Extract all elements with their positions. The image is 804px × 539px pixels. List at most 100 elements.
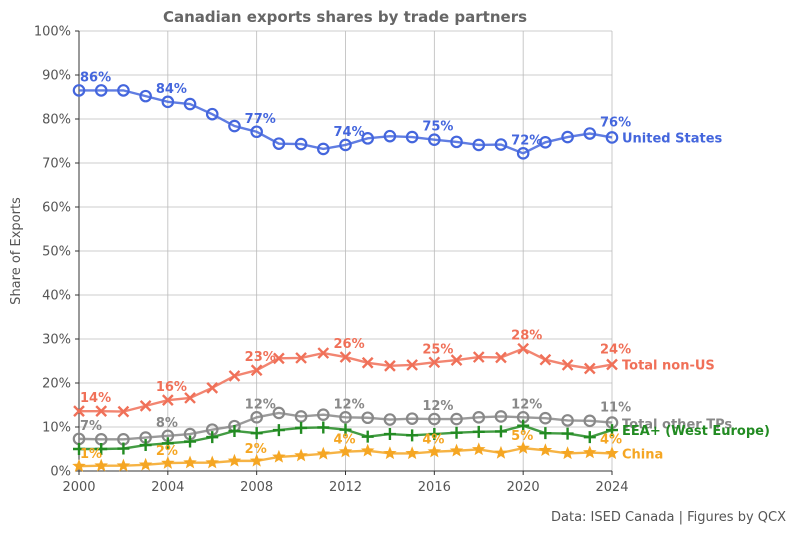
data-point bbox=[138, 457, 153, 471]
y-tick-label: 40% bbox=[42, 289, 71, 304]
data-point bbox=[250, 411, 263, 424]
data-point bbox=[294, 448, 308, 462]
data-label: 84% bbox=[156, 82, 187, 97]
data-point bbox=[184, 392, 196, 404]
data-point bbox=[339, 411, 352, 424]
data-point bbox=[316, 408, 330, 421]
data-point bbox=[205, 107, 219, 121]
data-point bbox=[428, 133, 441, 146]
data-label: 75% bbox=[422, 120, 453, 135]
data-point bbox=[317, 421, 330, 434]
data-point bbox=[450, 135, 463, 149]
data-point bbox=[161, 437, 174, 450]
data-point bbox=[206, 431, 219, 444]
data-point bbox=[383, 428, 396, 441]
data-point bbox=[272, 137, 286, 150]
series-united-states bbox=[72, 84, 619, 160]
data-point bbox=[94, 84, 108, 97]
data-point bbox=[339, 138, 352, 152]
data-point bbox=[316, 142, 330, 156]
data-point bbox=[450, 354, 463, 366]
data-point bbox=[561, 130, 574, 144]
data-label: 12% bbox=[511, 397, 542, 412]
data-point bbox=[406, 359, 418, 371]
data-point bbox=[228, 370, 241, 382]
data-point bbox=[472, 411, 486, 424]
data-point bbox=[161, 394, 174, 407]
data-point bbox=[561, 359, 574, 371]
series-end-label: China bbox=[622, 447, 663, 462]
data-label: 2% bbox=[156, 444, 178, 459]
data-point bbox=[95, 443, 108, 455]
data-point bbox=[583, 127, 597, 140]
data-point bbox=[317, 347, 330, 359]
y-tick-label: 60% bbox=[42, 201, 71, 216]
data-point bbox=[428, 428, 441, 441]
data-point bbox=[94, 458, 108, 472]
data-point bbox=[183, 97, 197, 111]
data-point bbox=[116, 458, 131, 472]
data-point bbox=[295, 352, 307, 364]
data-point bbox=[183, 455, 197, 469]
data-point bbox=[538, 443, 553, 457]
data-point bbox=[228, 424, 241, 437]
data-point bbox=[472, 351, 485, 363]
data-point bbox=[516, 147, 530, 160]
data-point bbox=[561, 414, 574, 427]
data-point bbox=[361, 411, 375, 425]
data-point bbox=[338, 444, 353, 458]
x-tick-label: 2024 bbox=[595, 480, 628, 495]
data-label: 1% bbox=[80, 447, 102, 462]
data-point bbox=[361, 430, 374, 443]
data-point bbox=[117, 84, 130, 97]
data-point bbox=[95, 405, 108, 418]
data-point bbox=[494, 445, 508, 459]
data-point bbox=[494, 410, 508, 423]
data-point bbox=[161, 455, 175, 469]
data-point bbox=[73, 443, 85, 455]
data-point bbox=[227, 453, 242, 467]
data-point bbox=[517, 419, 530, 432]
data-labels: 86% 84% 77% 74% 75% 72% 76%United States 14% 16%… bbox=[80, 70, 770, 462]
data-point bbox=[273, 352, 285, 365]
data-point bbox=[117, 405, 130, 418]
data-label: 5% bbox=[511, 429, 533, 444]
data-point bbox=[294, 410, 308, 423]
data-point bbox=[583, 445, 597, 459]
data-point bbox=[383, 413, 397, 426]
data-point bbox=[539, 411, 552, 425]
data-label: 8% bbox=[156, 416, 178, 431]
x-tick-label: 2004 bbox=[151, 480, 184, 495]
data-label: 74% bbox=[334, 125, 365, 140]
data-point bbox=[428, 412, 441, 426]
data-point bbox=[316, 446, 331, 460]
data-point bbox=[250, 364, 263, 377]
data-label: 4% bbox=[334, 433, 356, 448]
data-point bbox=[117, 442, 130, 455]
data-point bbox=[450, 426, 463, 439]
data-label: 12% bbox=[422, 399, 453, 414]
x-tick-label: 2000 bbox=[62, 480, 95, 495]
data-point bbox=[606, 358, 618, 371]
data-point bbox=[539, 136, 552, 149]
data-label: 24% bbox=[600, 343, 631, 358]
series-end-label: Total other TPs bbox=[622, 418, 732, 433]
data-point bbox=[250, 427, 263, 440]
data-label: 12% bbox=[245, 397, 276, 412]
data-point bbox=[427, 444, 442, 458]
data-label: 2% bbox=[245, 442, 267, 457]
data-point bbox=[583, 414, 597, 428]
data-point bbox=[139, 89, 152, 103]
data-label: 11% bbox=[600, 401, 631, 416]
series-end-label: EEA+ (West Europe) bbox=[622, 424, 770, 439]
data-point bbox=[205, 455, 220, 469]
x-tick-label: 2020 bbox=[507, 480, 540, 495]
data-point bbox=[561, 427, 574, 440]
data-label: 16% bbox=[156, 380, 187, 395]
data-label: 72% bbox=[511, 133, 542, 148]
series-total-non-us bbox=[73, 342, 618, 418]
data-point bbox=[428, 356, 441, 369]
data-label: 4% bbox=[422, 433, 444, 448]
data-point bbox=[384, 359, 396, 372]
y-tick-label: 0% bbox=[50, 465, 71, 480]
